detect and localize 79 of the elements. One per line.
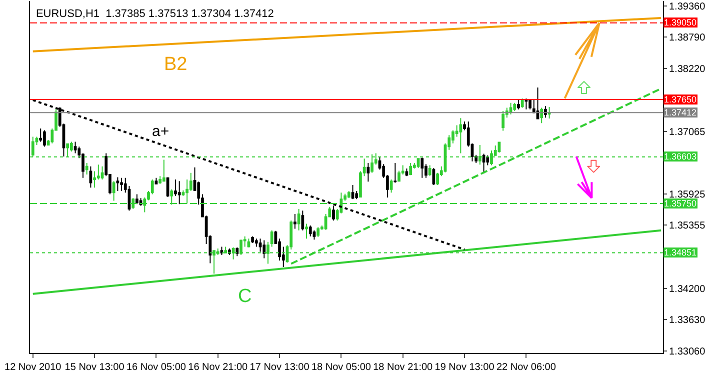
- x-tick-label: 22 Nov 06:00: [496, 362, 556, 373]
- annotation: B2: [164, 54, 188, 75]
- y-tick-label: 1.39360: [669, 1, 706, 12]
- candlestick: [528, 98, 532, 110]
- candlestick: [120, 177, 123, 192]
- candlestick: [394, 162, 397, 184]
- candlestick: [409, 162, 412, 176]
- annotation: a+: [152, 123, 170, 140]
- candlestick: [297, 208, 300, 231]
- candlestick: [420, 157, 424, 178]
- candlestick: [136, 194, 138, 205]
- x-tick-label: 19 Nov 13:00: [434, 362, 495, 373]
- y-tick-label: 1.34200: [669, 284, 706, 295]
- candlestick: [162, 159, 166, 182]
- candlestick: [85, 162, 88, 176]
- candlestick: [459, 118, 462, 154]
- x-tick-label: 17 Nov 13:00: [250, 362, 310, 373]
- candlestick: [262, 240, 266, 259]
- candlestick: [509, 102, 512, 115]
- candlestick: [428, 164, 432, 177]
- ref-line-label: 1.34851: [664, 248, 697, 258]
- text: EURUSD,H1 1.37385 1.37513 1.37304 1.37412: [36, 8, 274, 20]
- candlestick: [178, 180, 181, 205]
- y-tick-label: 1.35355: [669, 220, 706, 232]
- candlestick: [366, 162, 370, 182]
- candlestick: [390, 178, 393, 194]
- y-tick-label: 1.33630: [669, 315, 706, 326]
- candlestick: [100, 166, 104, 180]
- candlestick: [347, 190, 350, 199]
- y-tick-label: 1.38220: [669, 64, 706, 75]
- candlestick: [524, 98, 528, 110]
- candlestick: [43, 130, 46, 148]
- x-tick-label: 15 Nov 13:00: [64, 362, 125, 373]
- annotation: C: [238, 286, 252, 307]
- ref-line-label: 1.35750: [664, 198, 697, 208]
- ref-line-label: 1.36603: [664, 152, 697, 162]
- candlestick: [513, 102, 516, 112]
- candlestick: [39, 128, 42, 142]
- candlestick: [294, 213, 296, 230]
- candlestick: [247, 238, 250, 248]
- y-tick-label: 1.33060: [669, 346, 706, 358]
- candlestick: [236, 246, 239, 257]
- candlestick: [116, 176, 120, 192]
- candlestick: [316, 226, 320, 238]
- candlestick: [89, 166, 92, 188]
- candlestick: [308, 224, 312, 237]
- candlestick: [220, 246, 224, 256]
- candlestick: [254, 238, 258, 248]
- y-tick-label: 1.35925: [669, 189, 706, 200]
- candlestick: [520, 98, 524, 108]
- x-tick-label: 18 Nov 21:00: [373, 362, 434, 373]
- y-tick-label: 1.37065: [669, 127, 706, 138]
- candlestick: [548, 106, 551, 119]
- y-tick-label: 1.38790: [669, 32, 706, 44]
- candlestick: [540, 107, 544, 124]
- candlestick: [482, 153, 486, 174]
- candlestick: [74, 141, 77, 154]
- x-tick-label: 12 Nov 2010: [4, 362, 62, 373]
- candlestick: [112, 180, 116, 202]
- ref-line-label: 1.39050: [664, 18, 697, 28]
- candlestick: [416, 158, 420, 168]
- x-tick-label: 18 Nov 05:00: [311, 362, 372, 373]
- candlestick: [517, 99, 520, 110]
- candlestick: [251, 236, 254, 244]
- x-tick-label: 16 Nov 21:00: [188, 362, 248, 373]
- candlestick: [536, 86, 540, 120]
- candlestick: [332, 205, 335, 222]
- candlestick: [312, 230, 316, 240]
- candlestick: [502, 110, 505, 132]
- candlestick: [301, 210, 304, 231]
- candlestick: [405, 168, 408, 177]
- candlestick: [351, 184, 354, 200]
- ref-line-label: 1.37650: [664, 94, 697, 104]
- x-tick-label: 16 Nov 05:00: [126, 362, 186, 373]
- candlestick: [70, 141, 73, 152]
- candlestick: [305, 223, 308, 240]
- ref-line-label: 1.37412: [664, 108, 697, 118]
- candlestick: [270, 230, 274, 248]
- candlestick: [154, 177, 158, 185]
